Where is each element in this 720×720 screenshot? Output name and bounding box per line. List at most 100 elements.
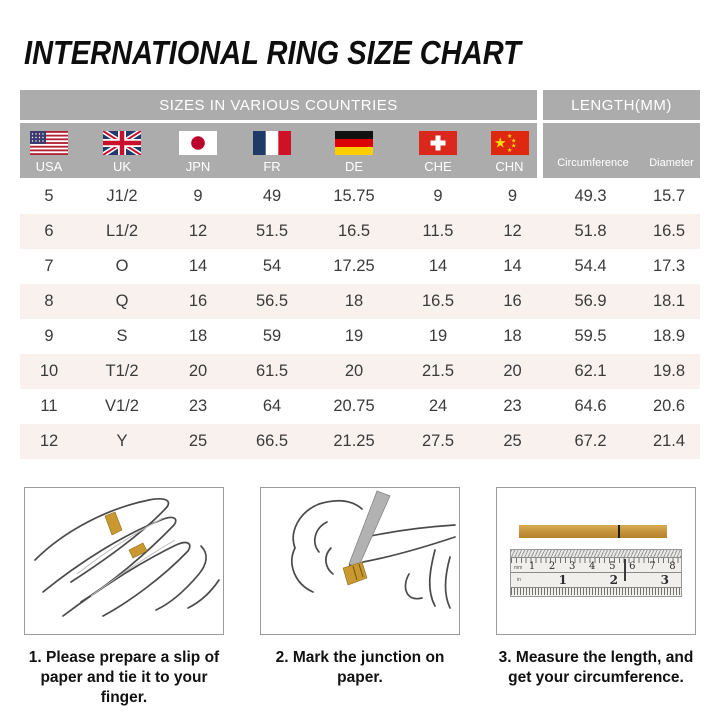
hand-with-paper-slip-illustration bbox=[34, 497, 220, 617]
table-cell: 56.5 bbox=[255, 292, 289, 310]
table-cell: Q bbox=[115, 292, 129, 310]
table-cell: 18.1 bbox=[652, 292, 686, 310]
table-cell: 12 bbox=[39, 432, 59, 450]
uk-flag-icon bbox=[103, 130, 141, 155]
table-cell: S bbox=[116, 327, 128, 345]
column-header-uk: UK bbox=[78, 123, 166, 178]
table-cell: 16.5 bbox=[421, 292, 455, 310]
table-cell: 19 bbox=[344, 327, 364, 345]
table-row: 8 Q 16 56.5 18 16.5 16 56.9 18.1 bbox=[20, 284, 700, 319]
table-body: 5 J1/2 9 49 15.75 9 9 49.3 15.7 6 L1/2 12 51.5 16.5 11… bbox=[20, 179, 700, 459]
column-header-che: CHE bbox=[394, 123, 482, 178]
table-cell: 12 bbox=[503, 222, 522, 240]
instructions-section: 1. Please prepare a slip of paper and ti… bbox=[20, 487, 700, 708]
country-code-label: CHN bbox=[495, 158, 524, 174]
length-group-header: LENGTH(MM) bbox=[543, 90, 700, 120]
paper-strip bbox=[519, 525, 667, 538]
table-cell: 14 bbox=[428, 257, 448, 275]
sizes-group-header: SIZES IN VARIOUS COUNTRIES bbox=[20, 90, 537, 120]
table-cell: 18 bbox=[344, 292, 364, 310]
japan-flag-icon bbox=[179, 130, 217, 155]
page-title: INTERNATIONAL RING SIZE CHART bbox=[24, 34, 521, 71]
ruler-measure-mark bbox=[624, 559, 627, 581]
table-cell: 18.9 bbox=[652, 327, 686, 345]
column-header-jpn: JPN bbox=[166, 123, 230, 178]
table-row: 6 L1/2 12 51.5 16.5 11.5 12 51.8 16.5 bbox=[20, 214, 700, 249]
instruction-illustration-1 bbox=[24, 487, 224, 635]
table-cell: 59 bbox=[262, 327, 282, 345]
table-row: 7 O 14 54 17.25 14 14 54.4 17.3 bbox=[20, 249, 700, 284]
ruler-cm-ticks bbox=[511, 558, 681, 563]
svg-text:★: ★ bbox=[494, 134, 507, 150]
column-header-row: USA UK bbox=[20, 123, 700, 178]
usa-flag-icon bbox=[30, 130, 68, 155]
table-cell: 15.75 bbox=[333, 187, 375, 205]
table-cell: 66.5 bbox=[255, 432, 289, 450]
length-columns: Circumference Diameter bbox=[543, 123, 700, 178]
table-cell: 20.6 bbox=[652, 397, 686, 415]
ruler-cm-scale: 1 2 3 4 5 6 7 8 mm bbox=[511, 558, 681, 573]
table-cell: 67.2 bbox=[574, 432, 607, 450]
table-cell: 24 bbox=[428, 397, 448, 415]
table-cell: 21.5 bbox=[421, 362, 455, 380]
table-cell: 59.5 bbox=[574, 327, 607, 345]
table-cell: 27.5 bbox=[421, 432, 455, 450]
table-cell: L1/2 bbox=[105, 222, 139, 240]
instruction-step-1: 1. Please prepare a slip of paper and ti… bbox=[22, 487, 226, 708]
ruler-cm-number: 3 bbox=[568, 561, 576, 572]
table-cell: 17.25 bbox=[333, 257, 375, 275]
table-cell: 20 bbox=[503, 362, 522, 380]
table-cell: Y bbox=[116, 432, 128, 450]
ruler-bottom-ticks bbox=[511, 587, 681, 595]
table-cell: O bbox=[115, 257, 129, 275]
table-group-header: SIZES IN VARIOUS COUNTRIES LENGTH(MM) bbox=[20, 90, 700, 120]
table-cell: 62.1 bbox=[574, 362, 607, 380]
table-cell: 20 bbox=[344, 362, 364, 380]
table-cell: 25 bbox=[188, 432, 208, 450]
country-code-label: USA bbox=[35, 158, 63, 174]
svg-text:★: ★ bbox=[507, 133, 512, 140]
ruler-cm-number: 1 bbox=[528, 561, 536, 572]
column-header-fr: FR bbox=[230, 123, 314, 178]
table-cell: 56.9 bbox=[574, 292, 607, 310]
table-cell: 9 bbox=[433, 187, 443, 205]
table-cell: 14 bbox=[503, 257, 522, 275]
instruction-illustration-2 bbox=[260, 487, 460, 635]
svg-text:★: ★ bbox=[511, 142, 516, 149]
ruler-inch-number: 1 bbox=[558, 573, 567, 587]
germany-flag-icon bbox=[335, 130, 373, 155]
table-cell: 51.8 bbox=[574, 222, 607, 240]
switzerland-flag-icon bbox=[419, 130, 457, 155]
country-code-label: DE bbox=[344, 158, 364, 174]
table-cell: 5 bbox=[44, 187, 54, 205]
table-cell: T1/2 bbox=[105, 362, 139, 380]
table-cell: 14 bbox=[188, 257, 208, 275]
country-code-label: JPN bbox=[185, 158, 211, 174]
diameter-column-label: Diameter bbox=[649, 157, 694, 169]
table-cell: V1/2 bbox=[105, 397, 139, 415]
ruler-cm-number: 5 bbox=[609, 561, 616, 572]
table-cell: 8 bbox=[44, 292, 54, 310]
ruler-cm-number: 6 bbox=[629, 561, 636, 572]
table-row: 11 V1/2 23 64 20.75 24 23 64.6 20.6 bbox=[20, 389, 700, 424]
table-cell: 23 bbox=[503, 397, 522, 415]
ruler-hatch-edge bbox=[511, 550, 681, 558]
svg-text:★: ★ bbox=[511, 137, 516, 144]
table-cell: 25 bbox=[503, 432, 522, 450]
strip-mark bbox=[618, 525, 621, 538]
table-cell: 17.3 bbox=[652, 257, 686, 275]
ruler-cm-number: 2 bbox=[548, 561, 556, 572]
table-cell: J1/2 bbox=[106, 187, 138, 205]
instruction-step-2: 2. Mark the junction on paper. bbox=[258, 487, 462, 708]
table-cell: 19.8 bbox=[652, 362, 686, 380]
table-cell: 9 bbox=[193, 187, 203, 205]
circumference-column-label: Circumference bbox=[557, 157, 629, 169]
table-cell: 15.7 bbox=[652, 187, 686, 205]
column-header-usa: USA bbox=[20, 123, 78, 178]
table-cell: 49.3 bbox=[574, 187, 607, 205]
